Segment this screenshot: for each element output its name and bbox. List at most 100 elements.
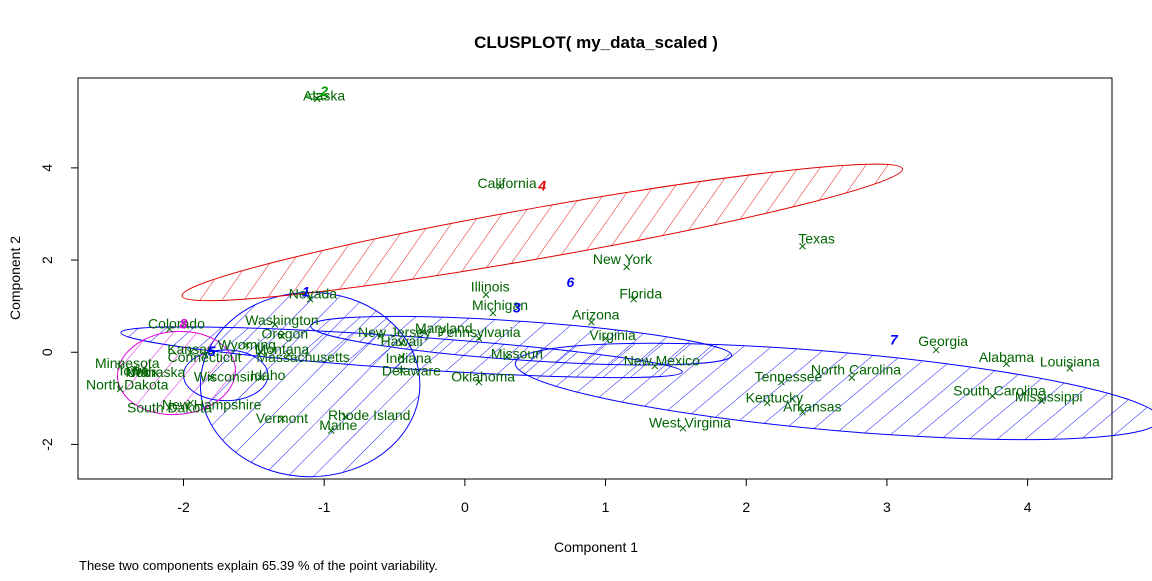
- point-label-washington: Washington: [245, 312, 318, 328]
- point-marker-vermont: [278, 415, 286, 423]
- chart-title: CLUSPLOT( my_data_scaled ): [474, 33, 718, 52]
- point-marker-mississippi: [1038, 397, 1046, 404]
- point-label-tennessee: Tennessee: [755, 369, 823, 385]
- point-marker-minnesota: [116, 362, 124, 370]
- point-marker-michigan: [489, 309, 497, 317]
- point-marker-massachusetts: [285, 351, 293, 358]
- cluster-label-3: 3: [513, 299, 521, 315]
- point-marker-louisiana: [1066, 365, 1074, 372]
- point-label-vermont: Vermont: [256, 410, 308, 426]
- point-label-south-carolina: South Carolina: [953, 382, 1046, 398]
- point-marker-oklahoma: [475, 378, 483, 386]
- cluster-ellipse-4: [181, 163, 903, 302]
- x-axis-label: Component 1: [554, 539, 638, 555]
- point-label-idaho: Idaho: [250, 367, 285, 383]
- point-marker-kentucky: [763, 399, 771, 407]
- y-tick-label-0: 0: [39, 348, 55, 356]
- point-label-virginia: Virginia: [589, 327, 636, 343]
- point-label-new-york: New York: [593, 251, 653, 267]
- points-layer: Alaska California Texas New York Florida Illi…: [86, 83, 1100, 434]
- cluster-ellipse-7: [514, 342, 1152, 441]
- point-label-missouri: Missouri: [491, 346, 543, 362]
- point-marker-north-carolina: [848, 374, 856, 381]
- point-marker-montana: [257, 348, 265, 356]
- y-tick-label-2: 2: [39, 256, 55, 264]
- point-label-montana: Montana: [255, 341, 310, 357]
- point-label-rhode-island: Rhode Island: [328, 407, 411, 423]
- point-label-louisiana: Louisiana: [1040, 353, 1100, 369]
- point-label-texas: Texas: [798, 230, 835, 246]
- point-marker-pennsylvania: [475, 335, 483, 342]
- point-label-mississippi: Mississippi: [1015, 388, 1083, 404]
- point-label-california: California: [478, 175, 537, 191]
- point-marker-virginia: [602, 335, 609, 342]
- point-label-north-carolina: North Carolina: [811, 362, 901, 378]
- cluster-hatch-7: [515, 343, 1152, 440]
- y-tick-label--2: -2: [39, 438, 55, 451]
- point-label-illinois: Illinois: [471, 279, 510, 295]
- point-marker-new-jersey: [377, 332, 384, 340]
- x-tick-label-3: 3: [883, 499, 891, 515]
- y-tick-label-4: 4: [39, 164, 55, 172]
- cluster-label-1: 1: [302, 283, 310, 299]
- point-marker-illinois: [482, 291, 490, 298]
- point-marker-colorado: [166, 325, 173, 333]
- point-marker-nevada: [306, 295, 314, 303]
- y-axis-label: Component 2: [7, 236, 23, 320]
- point-marker-california: [496, 182, 504, 190]
- point-marker-new-mexico: [651, 362, 659, 370]
- point-marker-north-dakota: [116, 385, 124, 393]
- point-marker-arkansas: [799, 408, 806, 416]
- point-marker-rhode-island: [341, 413, 349, 421]
- point-label-north-dakota: North Dakota: [86, 376, 169, 392]
- clusters-layer: [117, 93, 1152, 478]
- x-tick-label-4: 4: [1024, 499, 1032, 515]
- cluster-outline-4: [181, 163, 903, 302]
- point-marker-oregon: [278, 332, 286, 340]
- point-label-arizona: Arizona: [572, 306, 620, 322]
- point-marker-west-virginia: [679, 424, 687, 432]
- cluster-label-2: 2: [319, 83, 328, 99]
- cluster-label-8: 8: [180, 316, 188, 332]
- point-label-new-mexico: New Mexico: [624, 352, 700, 368]
- point-label-wisconsin: Wisconsin: [194, 369, 258, 385]
- point-label-nebraska: Nebraska: [125, 364, 185, 380]
- point-marker-texas: [799, 242, 806, 250]
- point-marker-utah: [137, 367, 145, 375]
- point-label-maryland: Maryland: [415, 320, 473, 336]
- variability-note: These two components explain 65.39 % of …: [79, 558, 438, 573]
- x-tick-label-2: 2: [742, 499, 750, 515]
- cluster-hatch-8: [117, 331, 236, 415]
- point-marker-new-hampshire: [187, 399, 194, 407]
- point-marker-maine: [327, 427, 335, 434]
- plot-frame: [77, 77, 1113, 480]
- point-marker-maryland: [419, 328, 427, 335]
- point-label-delaware: Delaware: [382, 363, 441, 379]
- point-marker-wyoming: [243, 341, 251, 349]
- point-marker-iowa: [130, 365, 138, 372]
- point-marker-delaware: [398, 367, 405, 375]
- cluster-label-4: 4: [537, 177, 546, 193]
- cluster-outline-7: [514, 342, 1152, 441]
- point-label-michigan: Michigan: [472, 297, 528, 313]
- cluster-outline-8: [117, 330, 236, 416]
- point-label-maine: Maine: [319, 417, 357, 433]
- cluster-label-7: 7: [890, 332, 899, 348]
- x-tick-label--2: -2: [177, 499, 190, 515]
- point-label-oregon: Oregon: [261, 326, 308, 342]
- point-label-wyoming: Wyoming: [218, 336, 276, 352]
- x-tick-label--1: -1: [318, 499, 331, 515]
- point-label-west-virginia: West Virginia: [649, 415, 731, 431]
- point-marker-nebraska: [152, 369, 159, 377]
- point-marker-kansas: [187, 348, 194, 356]
- point-marker-washington: [271, 321, 279, 328]
- cluster-label-5: 5: [208, 343, 216, 359]
- point-label-hawaii: Hawaii: [381, 333, 423, 349]
- point-label-nevada: Nevada: [289, 286, 337, 302]
- point-label-oklahoma: Oklahoma: [451, 369, 515, 385]
- point-marker-idaho: [257, 374, 265, 381]
- cluster-hatch-4: [182, 164, 903, 301]
- point-label-connecticut: Connecticut: [168, 349, 242, 365]
- point-label-colorado: Colorado: [148, 316, 205, 332]
